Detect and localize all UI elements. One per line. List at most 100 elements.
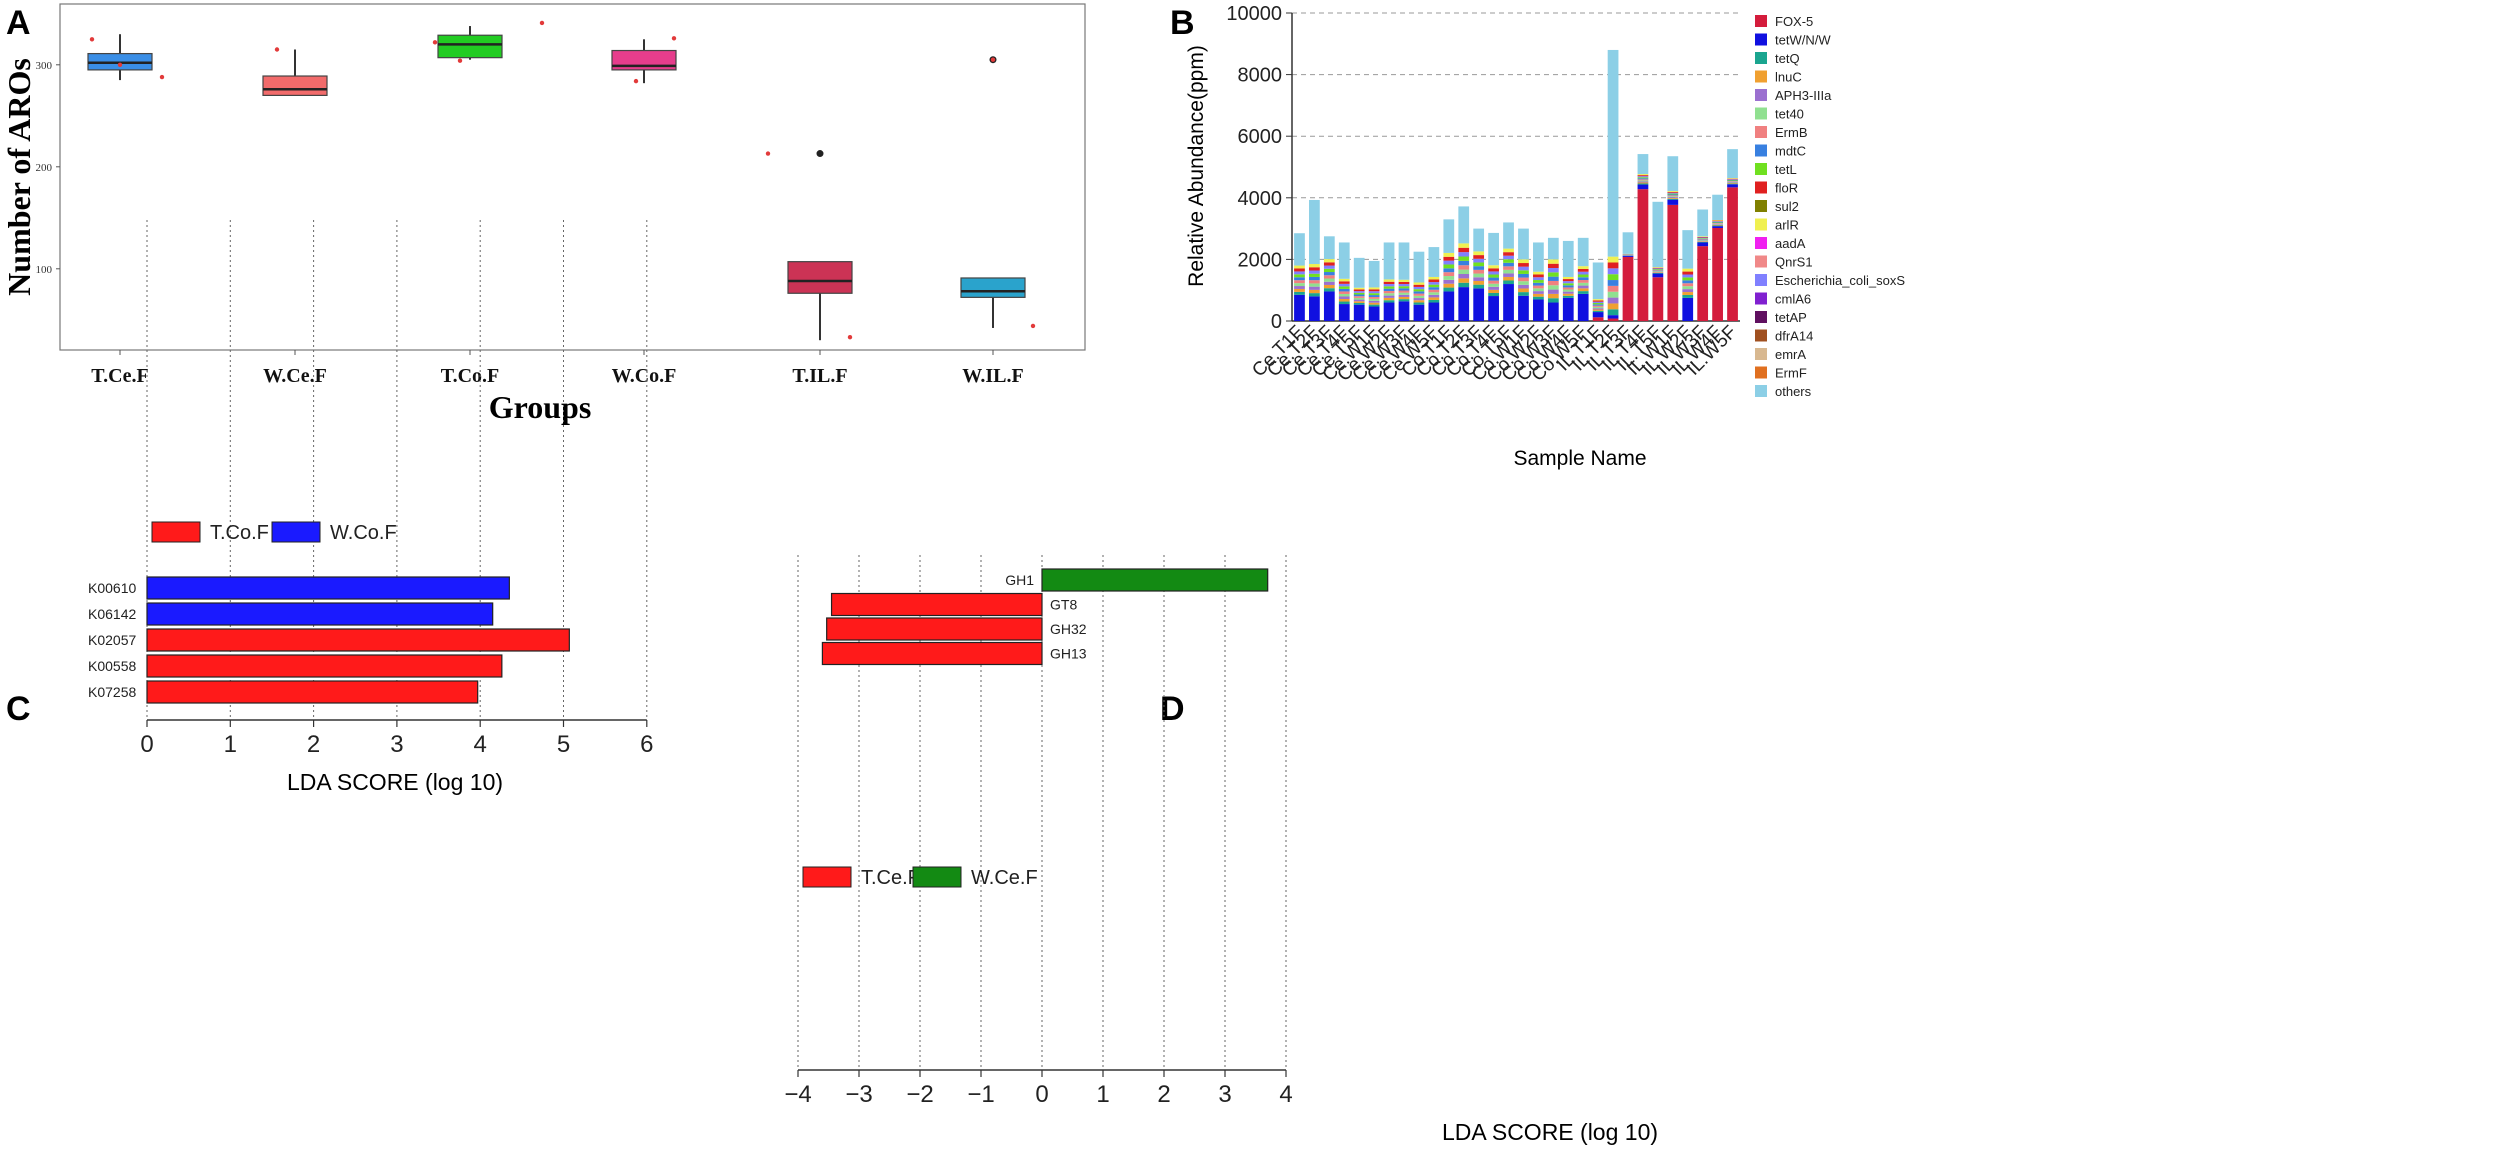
bar-segment-gene (1592, 306, 1604, 309)
bar-segment-gene (1383, 284, 1395, 287)
legend-label: ErmF (1775, 366, 1807, 381)
bar-segment-gene (1547, 263, 1559, 269)
bar-segment-gene (1368, 300, 1380, 303)
bar-segment-gene (1547, 259, 1559, 264)
bar-segment-gene (1309, 264, 1320, 268)
bar-segment-gene (1667, 196, 1679, 198)
bar-segment-gene (1697, 238, 1709, 239)
sample-dot (990, 57, 996, 62)
bar-segment-gene (1727, 181, 1738, 183)
bar-segment-gene (1443, 264, 1455, 269)
bar-segment-gene (1607, 256, 1619, 263)
panel-a-frame (59, 3, 1086, 351)
legend-label: dfrA14 (1775, 329, 1813, 344)
bar-segment-gene (1592, 299, 1604, 301)
sample-dot (1030, 323, 1036, 329)
bar-segment-gene (1443, 283, 1455, 288)
bar-segment-gene (1323, 288, 1335, 292)
bar-segment-gene (1697, 237, 1709, 239)
bar-segment-gene (1443, 276, 1455, 280)
bar-segment-gene (1488, 268, 1499, 272)
bar-segment-gene (1338, 291, 1350, 294)
bar-segment-gene (1503, 248, 1514, 253)
bar-segment-gene (1577, 277, 1589, 281)
legend-label: W.Ce.F (971, 867, 1038, 889)
panel-c-xlabel: LDA SCORE (log 10) (287, 769, 503, 795)
bar-segment-gene (1607, 309, 1619, 316)
legend-label: arlR (1775, 218, 1799, 233)
bar-segment-gene (1652, 271, 1664, 273)
bar-segment-gene (1443, 268, 1455, 273)
panel-b-ylabel: Relative Abundance(ppm) (1185, 45, 1208, 287)
bar-segment-gene (1607, 262, 1619, 269)
bar-segment-gene (1547, 276, 1559, 281)
bar-segment-gene (1607, 285, 1619, 292)
x-tick-label: 1 (1096, 1081, 1109, 1108)
bar-segment-gene (1712, 224, 1723, 225)
bar-segment-gene (1398, 292, 1410, 295)
bar-segment-gene (1727, 183, 1738, 184)
bar-segment-tetw (1383, 302, 1395, 321)
bar-segment-gene (1368, 291, 1380, 294)
bar-segment-gene (1533, 288, 1544, 292)
legend-label: Escherichia_coli_soxS (1775, 273, 1905, 288)
lda-bar-K02057 (146, 628, 570, 652)
bar-segment-gene (1697, 236, 1709, 237)
bar-segment-gene (1637, 177, 1649, 179)
bar-segment-gene (1727, 183, 1738, 185)
bar-segment-gene (1309, 289, 1320, 294)
legend-swatch (1755, 385, 1767, 397)
legend-label: ErmB (1775, 125, 1808, 140)
bar-segment-gene (1458, 247, 1470, 253)
bar-segment-gene (1473, 277, 1485, 281)
legend-swatch (1755, 348, 1767, 360)
bar-segment-gene (1294, 277, 1305, 281)
bar-segment-gene (1577, 285, 1589, 289)
bar-segment-gene (1368, 287, 1380, 290)
bar-segment-others (1652, 201, 1664, 268)
bar-segment-gene (1637, 178, 1649, 180)
bar-segment-gene (1712, 223, 1723, 224)
bar-segment-gene (1518, 288, 1529, 293)
sample-dot (117, 62, 123, 67)
bar-segment-gene (1428, 294, 1440, 298)
legend-swatch (1755, 311, 1767, 323)
bar-segment-others (1294, 233, 1305, 266)
bar-segment-others (1518, 228, 1529, 260)
panel-label-b: B (1170, 4, 1195, 42)
bar-segment-gene (1428, 287, 1440, 290)
sample-dot (89, 37, 95, 42)
bar-segment-tetw (1577, 293, 1589, 321)
bar-segment-gene (1458, 256, 1470, 261)
legend-swatch (1755, 126, 1767, 138)
legend-swatch (1755, 144, 1767, 157)
bar-segment-others (1533, 242, 1544, 272)
bar-segment-gene (1338, 296, 1350, 300)
bar-segment-tetw (1294, 294, 1305, 321)
bar-segment-gene (1309, 270, 1320, 274)
legend-swatch (1755, 200, 1767, 212)
bar-segment-others (1607, 49, 1619, 257)
bar-segment-gene (1323, 262, 1335, 266)
bar-segment-others (1622, 232, 1634, 254)
bar-segment-gene (1323, 265, 1335, 269)
bar-segment-gene (1533, 280, 1544, 283)
bar-segment-tetw (1667, 199, 1679, 205)
bar-segment-gene (1413, 295, 1425, 299)
bar-segment-gene (1428, 276, 1440, 280)
bar-segment-gene (1607, 291, 1619, 298)
bar-segment-gene (1338, 278, 1350, 282)
bar-segment-gene (1368, 293, 1380, 296)
box-T.IL.F (787, 261, 853, 294)
bar-segment-gene (1294, 286, 1305, 289)
legend-swatch (1755, 70, 1767, 83)
bar-segment-gene (1413, 286, 1425, 290)
bar-segment-gene (1637, 174, 1649, 176)
legend-swatch (1755, 218, 1767, 231)
bar-label: K00558 (88, 658, 136, 674)
bar-segment-tetw (1309, 296, 1320, 321)
bar-segment-gene (1592, 309, 1604, 311)
x-tick-label: T.Co.F (441, 365, 500, 387)
bar-segment-gene (1323, 259, 1335, 263)
